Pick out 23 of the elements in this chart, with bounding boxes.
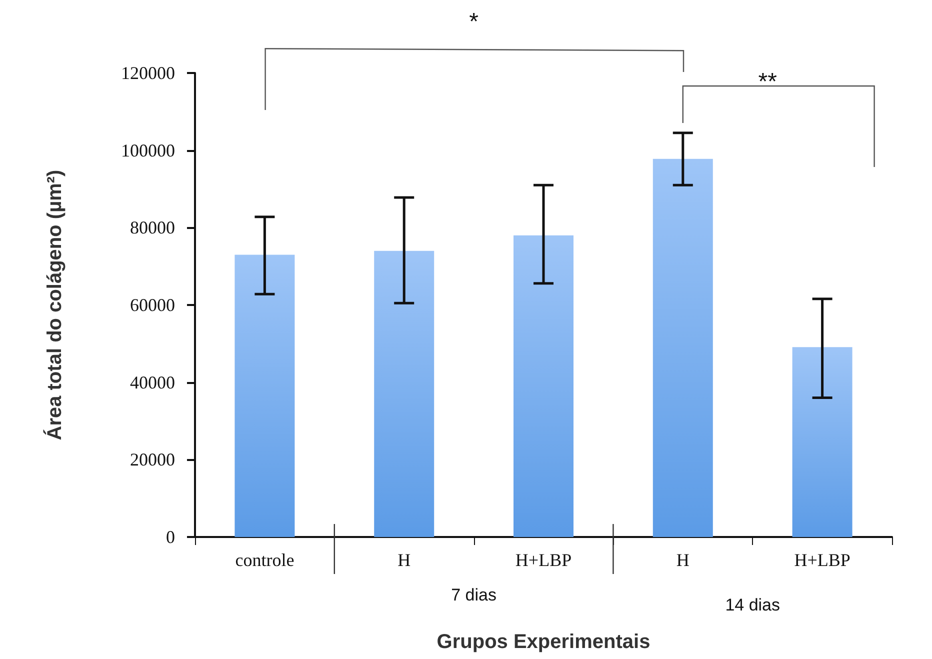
x-tick-label: H [398,550,411,570]
x-tick-label: controle [235,550,294,570]
text: * [469,8,478,36]
y-tick-label: 80000 [130,218,175,238]
text: 7 dias [451,586,496,604]
y-tick-label: 60000 [130,295,175,315]
bar [514,235,574,537]
bar [792,347,852,537]
y-tick-label: 40000 [130,372,175,392]
x-tick-label: H+LBP [794,550,850,570]
x-tick-label: H [676,550,690,570]
y-tick-label: 0 [166,527,175,547]
text: 14 dias [725,596,780,614]
bar [652,158,713,537]
y-tick-label: 20000 [130,450,175,470]
y-tick-label: 100000 [121,140,175,160]
y-tick-label: 120000 [121,63,175,83]
annotation: ** [758,68,777,96]
x-axis-title: Grupos Experimentais [436,631,650,653]
x-tick-label: H+LBP [515,550,572,570]
y-axis-title: Área total do colágeno (µm²) [43,170,66,440]
bar [374,250,434,537]
bar [234,254,295,537]
